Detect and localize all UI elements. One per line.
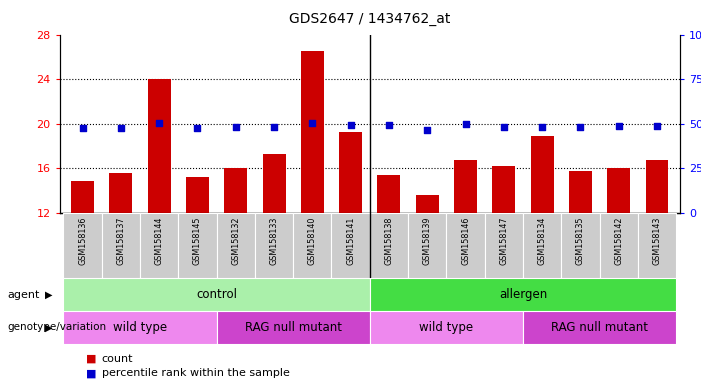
Text: RAG null mutant: RAG null mutant [551,321,648,334]
Bar [523,311,676,344]
Text: ▶: ▶ [45,322,53,333]
Point [575,124,586,131]
Text: ■: ■ [86,354,96,364]
Bar [186,177,209,213]
Bar [370,213,408,278]
Bar [492,166,515,213]
Bar [638,213,676,278]
Text: percentile rank within the sample: percentile rank within the sample [102,368,290,378]
Point [230,123,241,129]
Text: GSM158144: GSM158144 [155,217,163,265]
Text: GSM158141: GSM158141 [346,217,355,265]
Text: GSM158136: GSM158136 [78,217,87,265]
Bar [531,136,554,213]
Text: GSM158145: GSM158145 [193,217,202,265]
Bar [140,213,178,278]
Point [383,122,395,128]
Point [613,122,625,129]
Text: allergen: allergen [499,288,547,301]
Bar [217,213,255,278]
Bar [63,311,217,344]
Point [421,127,433,133]
Bar [71,181,94,213]
Text: ■: ■ [86,368,96,378]
Text: GSM158134: GSM158134 [538,217,547,265]
Point [307,120,318,126]
Bar [263,154,285,213]
Text: GSM158137: GSM158137 [116,217,125,265]
Bar [416,195,439,213]
Bar [255,213,293,278]
Text: GSM158133: GSM158133 [270,217,278,265]
Bar [377,175,400,213]
Text: GSM158147: GSM158147 [499,217,508,265]
Bar [408,213,447,278]
Bar [569,171,592,213]
Bar [63,213,102,278]
Bar [224,169,247,213]
Bar [63,278,370,311]
Bar [523,213,562,278]
Text: GSM158142: GSM158142 [614,217,623,265]
Text: GSM158132: GSM158132 [231,217,240,265]
Text: control: control [196,288,237,301]
Bar [599,213,638,278]
Point [460,121,471,127]
Bar [293,213,332,278]
Bar [370,278,676,311]
Bar [339,132,362,213]
Point [115,125,126,131]
Text: count: count [102,354,133,364]
Bar [178,213,217,278]
Point [651,122,662,129]
Text: GSM158140: GSM158140 [308,217,317,265]
Point [536,123,547,129]
Text: GSM158146: GSM158146 [461,217,470,265]
Text: GSM158138: GSM158138 [384,217,393,265]
Bar [109,173,132,213]
Bar [454,160,477,213]
Text: wild type: wild type [113,321,167,334]
Bar [484,213,523,278]
Point [154,120,165,126]
Bar [332,213,370,278]
Point [498,123,510,129]
Text: agent: agent [7,290,39,300]
Bar [217,311,370,344]
Bar [148,79,170,213]
Text: GSM158139: GSM158139 [423,217,432,265]
Bar [562,213,599,278]
Bar [447,213,484,278]
Bar [301,51,324,213]
Text: genotype/variation: genotype/variation [7,322,106,333]
Text: RAG null mutant: RAG null mutant [245,321,341,334]
Text: GSM158143: GSM158143 [653,217,662,265]
Point [345,122,356,128]
Point [268,123,280,129]
Point [77,125,88,131]
Point [192,125,203,131]
Text: GDS2647 / 1434762_at: GDS2647 / 1434762_at [289,12,451,25]
Bar [370,311,523,344]
Bar [607,169,630,213]
Bar [102,213,140,278]
Text: wild type: wild type [419,321,473,334]
Bar [646,160,669,213]
Text: GSM158135: GSM158135 [576,217,585,265]
Text: ▶: ▶ [45,290,53,300]
